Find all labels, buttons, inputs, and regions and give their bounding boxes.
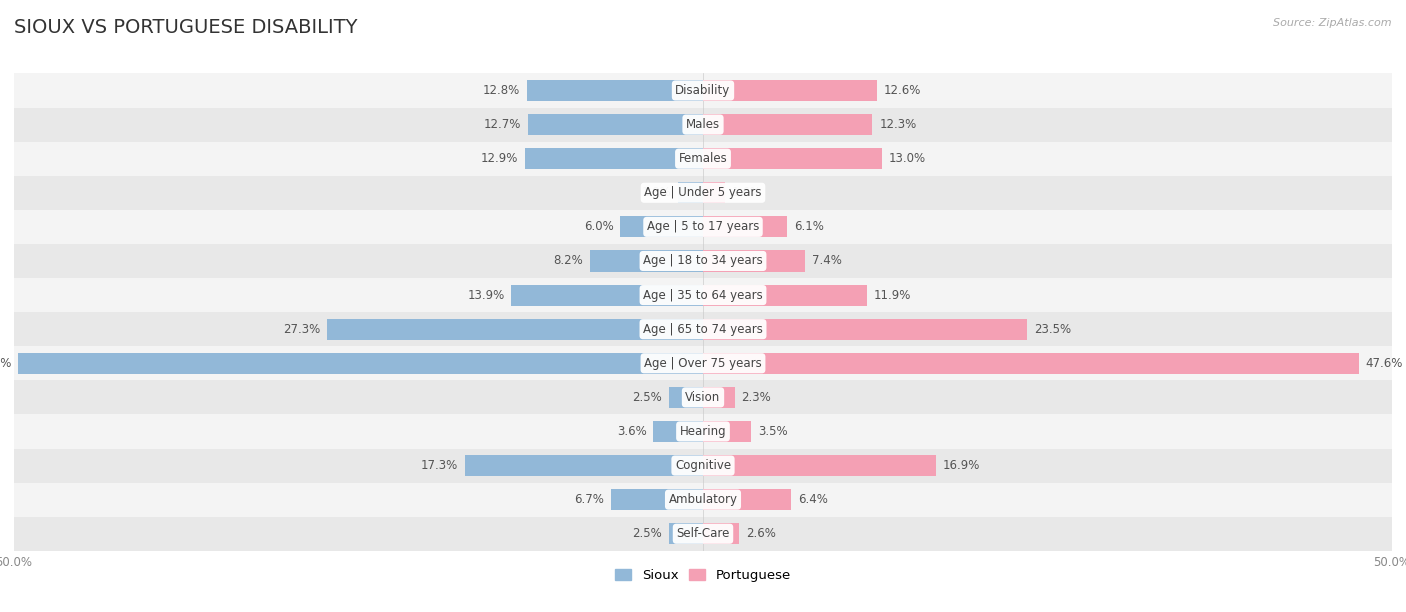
Bar [703, 421, 751, 442]
Bar [14, 346, 1392, 380]
Text: 23.5%: 23.5% [1033, 323, 1071, 335]
Bar [14, 414, 1392, 449]
Text: 6.4%: 6.4% [799, 493, 828, 506]
Bar [14, 141, 1392, 176]
Bar [14, 210, 1392, 244]
Bar [703, 250, 806, 272]
Text: 12.8%: 12.8% [482, 84, 520, 97]
Bar [526, 148, 703, 170]
Bar [591, 250, 703, 272]
Bar [669, 387, 703, 408]
Bar [326, 319, 703, 340]
Text: 16.9%: 16.9% [943, 459, 980, 472]
Text: SIOUX VS PORTUGUESE DISABILITY: SIOUX VS PORTUGUESE DISABILITY [14, 18, 357, 37]
Text: 49.7%: 49.7% [0, 357, 11, 370]
Text: 47.6%: 47.6% [1365, 357, 1403, 370]
Text: 2.5%: 2.5% [631, 528, 662, 540]
Bar [703, 387, 735, 408]
Text: 2.3%: 2.3% [741, 391, 772, 404]
Text: 27.3%: 27.3% [283, 323, 321, 335]
Bar [703, 182, 725, 203]
Legend: Sioux, Portuguese: Sioux, Portuguese [610, 564, 796, 587]
Bar [529, 114, 703, 135]
Bar [703, 353, 1358, 374]
Text: 7.4%: 7.4% [811, 255, 842, 267]
Text: Disability: Disability [675, 84, 731, 97]
Text: Age | 35 to 64 years: Age | 35 to 64 years [643, 289, 763, 302]
Bar [703, 148, 882, 170]
Bar [654, 421, 703, 442]
Text: 8.2%: 8.2% [554, 255, 583, 267]
Bar [14, 278, 1392, 312]
Text: Self-Care: Self-Care [676, 528, 730, 540]
Text: Source: ZipAtlas.com: Source: ZipAtlas.com [1274, 18, 1392, 28]
Bar [669, 523, 703, 544]
Bar [703, 285, 868, 305]
Text: 12.7%: 12.7% [484, 118, 522, 131]
Bar [678, 182, 703, 203]
Text: 13.0%: 13.0% [889, 152, 927, 165]
Text: Females: Females [679, 152, 727, 165]
Text: 6.7%: 6.7% [574, 493, 603, 506]
Text: 6.1%: 6.1% [794, 220, 824, 233]
Text: 2.5%: 2.5% [631, 391, 662, 404]
Text: Ambulatory: Ambulatory [668, 493, 738, 506]
Text: 13.9%: 13.9% [467, 289, 505, 302]
Text: 2.6%: 2.6% [745, 528, 776, 540]
Bar [14, 312, 1392, 346]
Bar [14, 517, 1392, 551]
Bar [703, 455, 936, 476]
Text: 12.3%: 12.3% [879, 118, 917, 131]
Text: Age | 18 to 34 years: Age | 18 to 34 years [643, 255, 763, 267]
Text: Males: Males [686, 118, 720, 131]
Bar [14, 73, 1392, 108]
Bar [703, 80, 876, 101]
Bar [703, 216, 787, 237]
Text: 17.3%: 17.3% [420, 459, 458, 472]
Text: 1.6%: 1.6% [733, 186, 762, 200]
Bar [527, 80, 703, 101]
Bar [464, 455, 703, 476]
Text: Age | Under 5 years: Age | Under 5 years [644, 186, 762, 200]
Bar [18, 353, 703, 374]
Bar [703, 489, 792, 510]
Bar [14, 449, 1392, 483]
Text: 3.5%: 3.5% [758, 425, 787, 438]
Bar [14, 108, 1392, 141]
Bar [512, 285, 703, 305]
Text: Age | 5 to 17 years: Age | 5 to 17 years [647, 220, 759, 233]
Bar [14, 380, 1392, 414]
Text: 1.8%: 1.8% [641, 186, 671, 200]
Text: 6.0%: 6.0% [583, 220, 613, 233]
Bar [14, 483, 1392, 517]
Bar [14, 176, 1392, 210]
Bar [610, 489, 703, 510]
Bar [703, 114, 873, 135]
Text: 11.9%: 11.9% [875, 289, 911, 302]
Text: Age | 65 to 74 years: Age | 65 to 74 years [643, 323, 763, 335]
Text: 12.6%: 12.6% [883, 84, 921, 97]
Bar [703, 523, 738, 544]
Text: Age | Over 75 years: Age | Over 75 years [644, 357, 762, 370]
Text: Vision: Vision [685, 391, 721, 404]
Bar [14, 244, 1392, 278]
Text: Cognitive: Cognitive [675, 459, 731, 472]
Text: Hearing: Hearing [679, 425, 727, 438]
Bar [620, 216, 703, 237]
Bar [703, 319, 1026, 340]
Text: 3.6%: 3.6% [617, 425, 647, 438]
Text: 12.9%: 12.9% [481, 152, 519, 165]
